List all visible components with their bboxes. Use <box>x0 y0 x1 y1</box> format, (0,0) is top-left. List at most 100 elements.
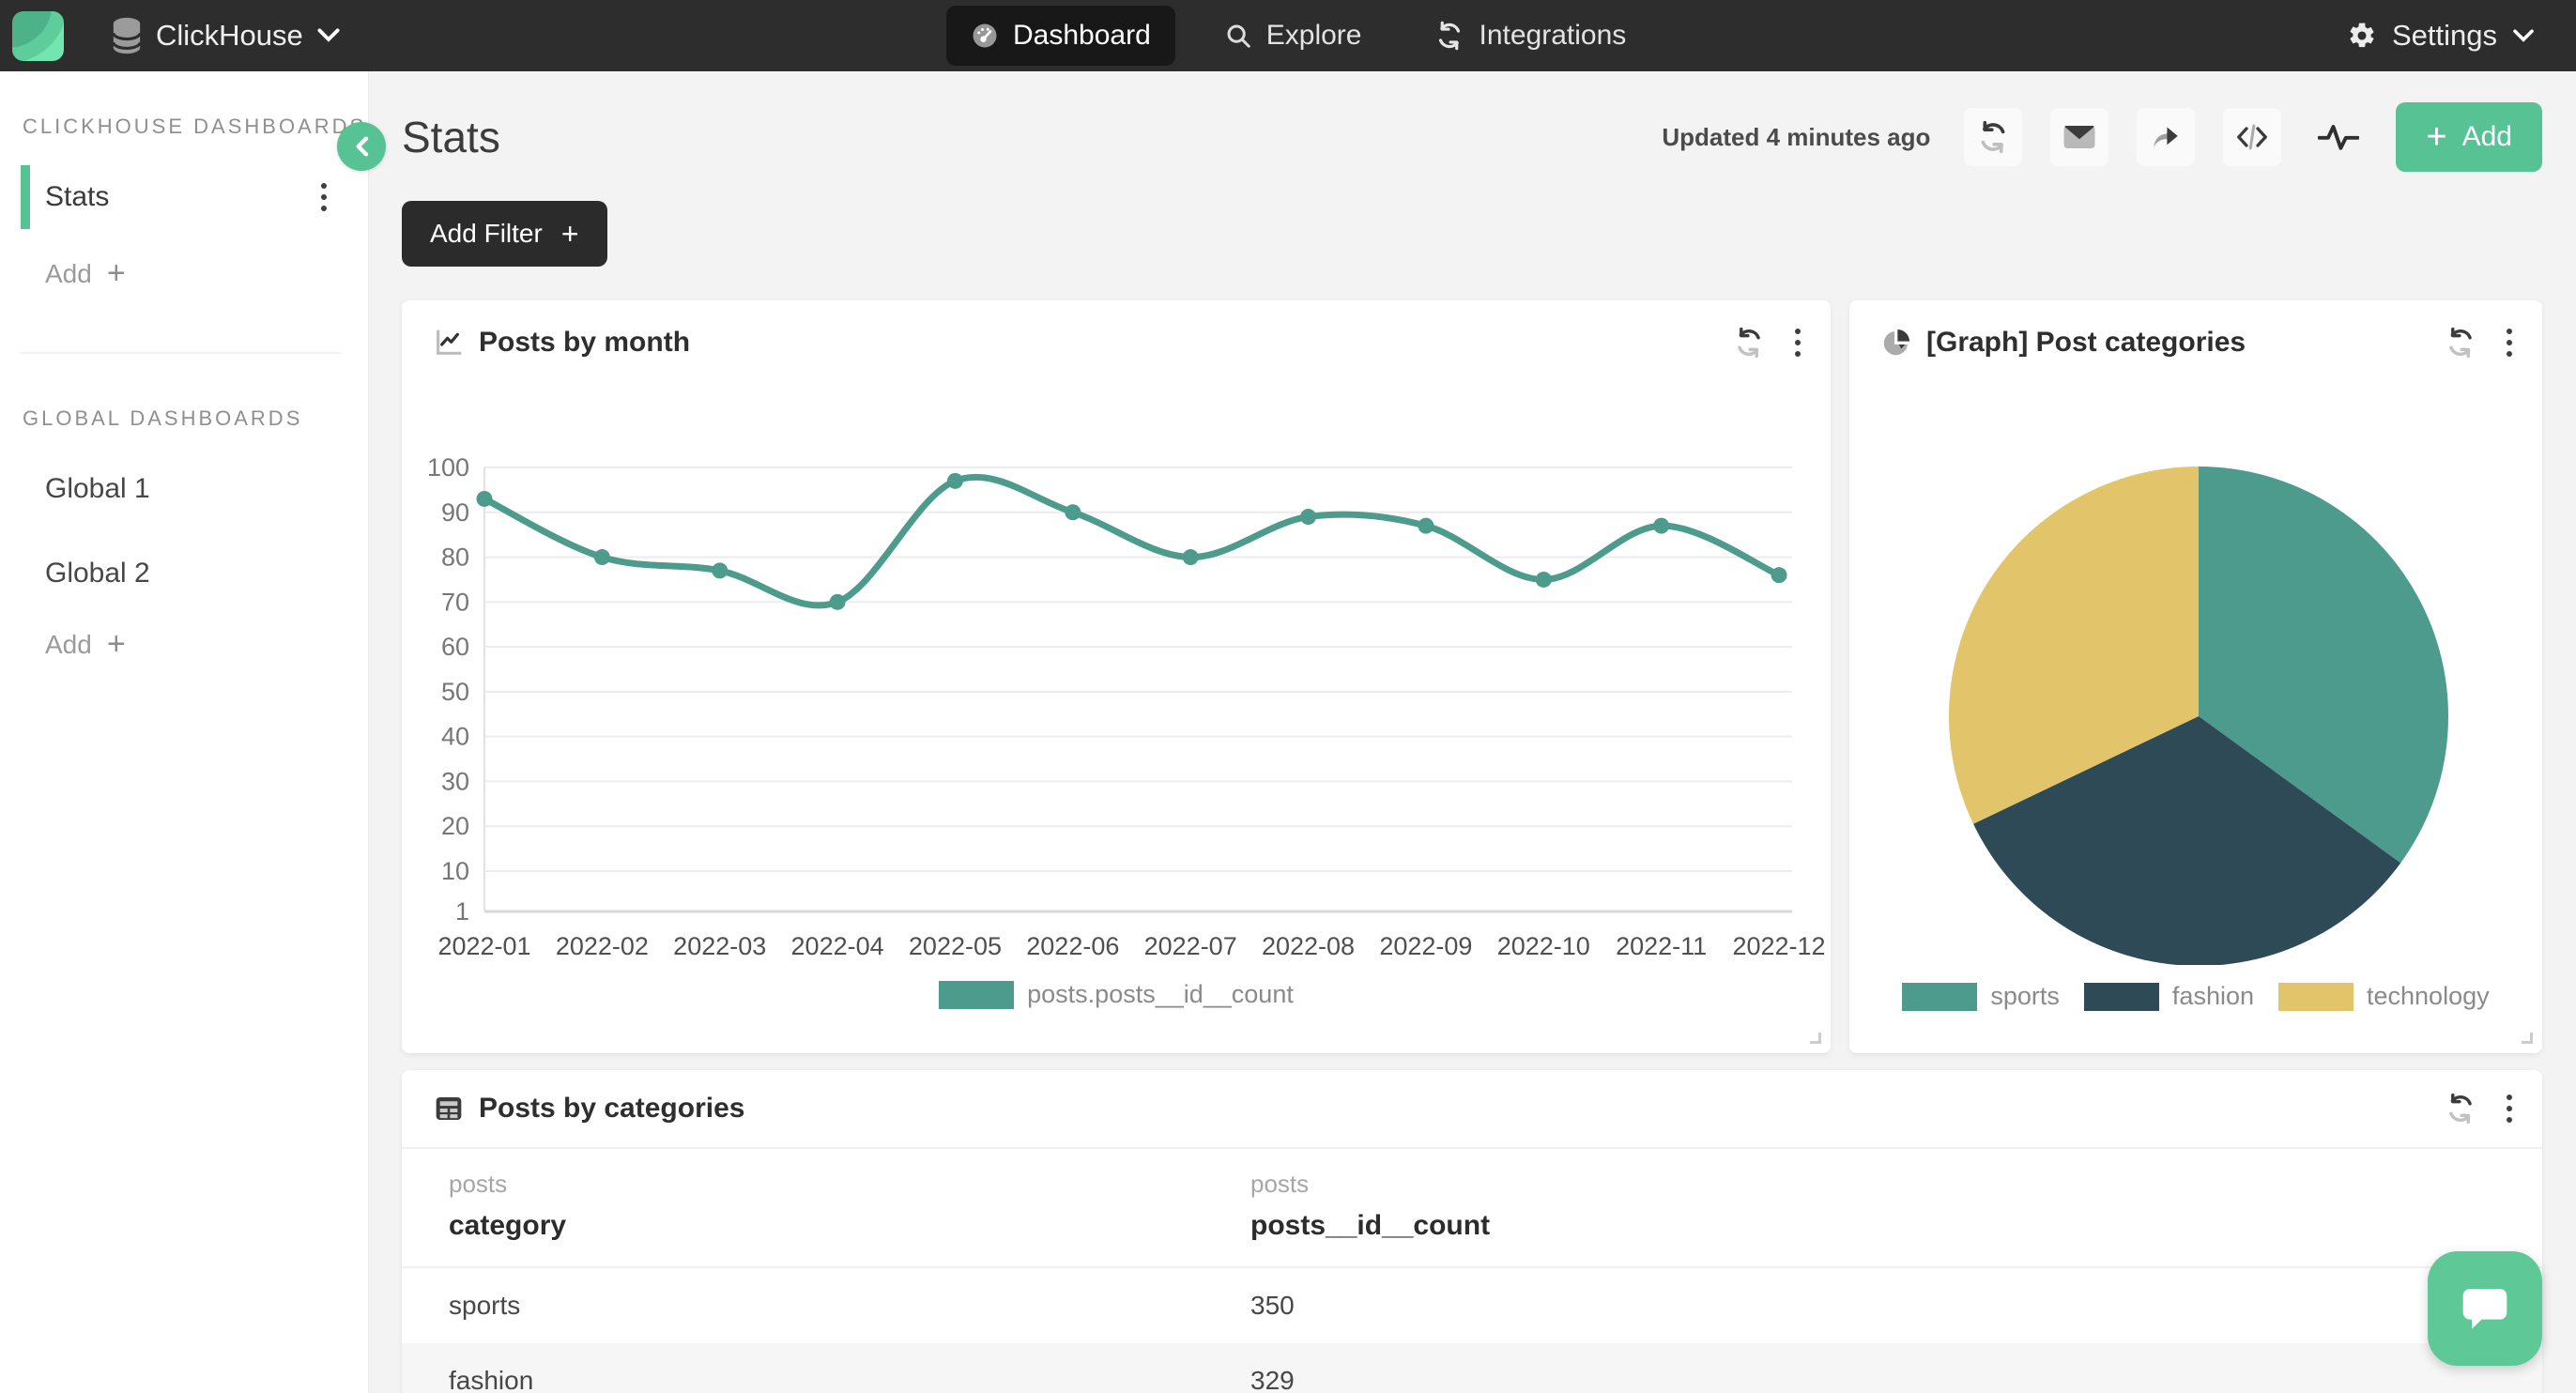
card-title: Posts by month <box>479 327 691 358</box>
line-chart-icon <box>434 328 464 358</box>
nav-tab-integrations[interactable]: Integrations <box>1410 6 1650 66</box>
table-column-header: posts category <box>402 1170 1250 1242</box>
nav-tab-label: Dashboard <box>1013 20 1151 51</box>
refresh-icon[interactable] <box>2445 1093 2476 1125</box>
app-logo[interactable] <box>12 10 64 61</box>
table-column-header: posts posts__id__count <box>1250 1170 2542 1242</box>
nav-tab-label: Explore <box>1265 20 1362 51</box>
legend-label: posts.posts__id__count <box>1027 980 1294 1008</box>
sidebar-item-global-2[interactable]: Global 2 <box>0 547 368 600</box>
line-chart: 100 90 80 70 60 50 40 30 20 10 1 2022-01 2022-02 2022… <box>427 453 1826 960</box>
plus-icon: + <box>106 255 126 291</box>
share-button[interactable] <box>2137 108 2196 166</box>
nav-tab-explore[interactable]: Explore <box>1200 6 1387 66</box>
sidebar-item-stats[interactable]: Stats <box>21 165 368 229</box>
svg-text:10: 10 <box>441 857 469 885</box>
code-button[interactable] <box>2223 108 2282 166</box>
svg-text:2022-03: 2022-03 <box>673 932 766 960</box>
card-header: Posts by categories <box>402 1070 2542 1149</box>
dashboard-row-1: Posts by month 100 90 80 70 60 50 40 30 20 10 1 202… <box>402 300 2542 1053</box>
activity-pulse-button[interactable] <box>2309 108 2368 166</box>
add-label: Add <box>45 629 92 659</box>
page-header: Stats Updated 4 minutes ago <box>402 98 2542 176</box>
svg-text:2022-01: 2022-01 <box>437 932 530 960</box>
table-body: sports 350 fashion 329 <box>402 1268 2542 1393</box>
chat-widget-button[interactable] <box>2428 1251 2542 1366</box>
svg-text:60: 60 <box>441 633 469 661</box>
plus-icon: + <box>2426 116 2447 157</box>
sidebar-item-label: Global 1 <box>45 473 150 504</box>
svg-text:80: 80 <box>441 543 469 572</box>
sidebar-add-global-dashboard[interactable]: Add + <box>0 626 368 663</box>
gauge-icon <box>971 22 999 50</box>
kebab-menu-icon[interactable] <box>321 183 327 211</box>
sidebar-item-global-1[interactable]: Global 1 <box>0 463 368 515</box>
svg-text:2022-02: 2022-02 <box>556 932 649 960</box>
topbar: ClickHouse Dashboard Explore <box>0 0 2576 71</box>
card-actions <box>2445 327 2512 359</box>
plus-icon: + <box>560 216 579 251</box>
pie-slice-fashion <box>1973 716 2401 965</box>
top-navigation: Dashboard Explore Integrations <box>946 6 1650 66</box>
svg-text:50: 50 <box>441 678 469 706</box>
svg-text:1: 1 <box>455 897 469 926</box>
svg-text:2022-09: 2022-09 <box>1379 932 1472 960</box>
chart-legend: sports fashion technology <box>1849 982 2542 1011</box>
svg-text:2022-04: 2022-04 <box>791 932 884 960</box>
card-header: Posts by month <box>402 300 1831 381</box>
table-row: sports 350 <box>402 1268 2542 1343</box>
chevron-down-icon <box>316 28 341 43</box>
plus-icon: + <box>106 626 126 662</box>
settings-menu[interactable]: Settings <box>2347 0 2535 71</box>
gear-icon <box>2347 21 2377 51</box>
legend-label: technology <box>2367 982 2490 1010</box>
legend-swatch <box>2278 982 2354 1011</box>
kebab-menu-icon[interactable] <box>2507 1094 2512 1123</box>
settings-label: Settings <box>2391 19 2497 52</box>
legend-item: posts.posts__id__count <box>939 980 1294 1009</box>
svg-text:2022-11: 2022-11 <box>1616 932 1707 960</box>
nav-tab-dashboard[interactable]: Dashboard <box>946 6 1175 66</box>
header-actions: Updated 4 minutes ago <box>1662 102 2542 172</box>
svg-text:70: 70 <box>441 588 469 616</box>
kebab-menu-icon[interactable] <box>1795 329 1801 357</box>
resize-handle[interactable] <box>2522 1033 2533 1044</box>
svg-text:2022-10: 2022-10 <box>1497 932 1590 960</box>
legend-label: sports <box>1990 982 2060 1010</box>
chat-bubble-icon <box>2458 1282 2512 1335</box>
add-filter-button[interactable]: Add Filter + <box>402 201 607 267</box>
svg-text:30: 30 <box>441 767 469 795</box>
sidebar-collapse-button[interactable] <box>337 122 386 171</box>
card-title: Posts by categories <box>479 1093 745 1124</box>
svg-text:90: 90 <box>441 498 469 527</box>
card-post-categories: [Graph] Post categories sports fashion tec… <box>1849 300 2542 1053</box>
add-widget-button[interactable]: + Add <box>2396 102 2542 172</box>
email-report-button[interactable] <box>2050 108 2109 166</box>
table-header-row: posts category posts posts__id__count <box>402 1149 2542 1268</box>
page-title: Stats <box>402 113 500 161</box>
connector-selector[interactable]: ClickHouse <box>111 17 341 54</box>
legend-swatch <box>1902 982 1978 1011</box>
sidebar: CLICKHOUSE DASHBOARDS Stats Add + GLOBAL… <box>0 71 386 1393</box>
add-label: Add <box>45 258 92 288</box>
resize-handle[interactable] <box>1810 1033 1821 1044</box>
table-row: fashion 329 <box>402 1343 2542 1393</box>
table-cell: 329 <box>1250 1366 1295 1393</box>
column-name: category <box>449 1210 567 1241</box>
card-actions <box>2445 1093 2512 1125</box>
table-cell: 350 <box>1250 1291 1295 1320</box>
legend-label: fashion <box>2171 982 2254 1010</box>
sidebar-add-dashboard[interactable]: Add + <box>0 255 368 292</box>
refresh-icon[interactable] <box>2445 327 2476 359</box>
kebab-menu-icon[interactable] <box>2507 329 2512 357</box>
pie-chart <box>1949 467 2448 965</box>
svg-text:2022-08: 2022-08 <box>1262 932 1355 960</box>
pie-slice-sports <box>2199 467 2448 864</box>
nav-tab-label: Integrations <box>1479 20 1627 51</box>
column-group-label: posts <box>449 1170 508 1198</box>
column-name: posts__id__count <box>1250 1210 1491 1241</box>
refresh-icon[interactable] <box>1733 327 1765 359</box>
svg-text:2022-07: 2022-07 <box>1144 932 1237 960</box>
refresh-button[interactable] <box>1964 108 2023 166</box>
legend-swatch <box>939 980 1015 1009</box>
